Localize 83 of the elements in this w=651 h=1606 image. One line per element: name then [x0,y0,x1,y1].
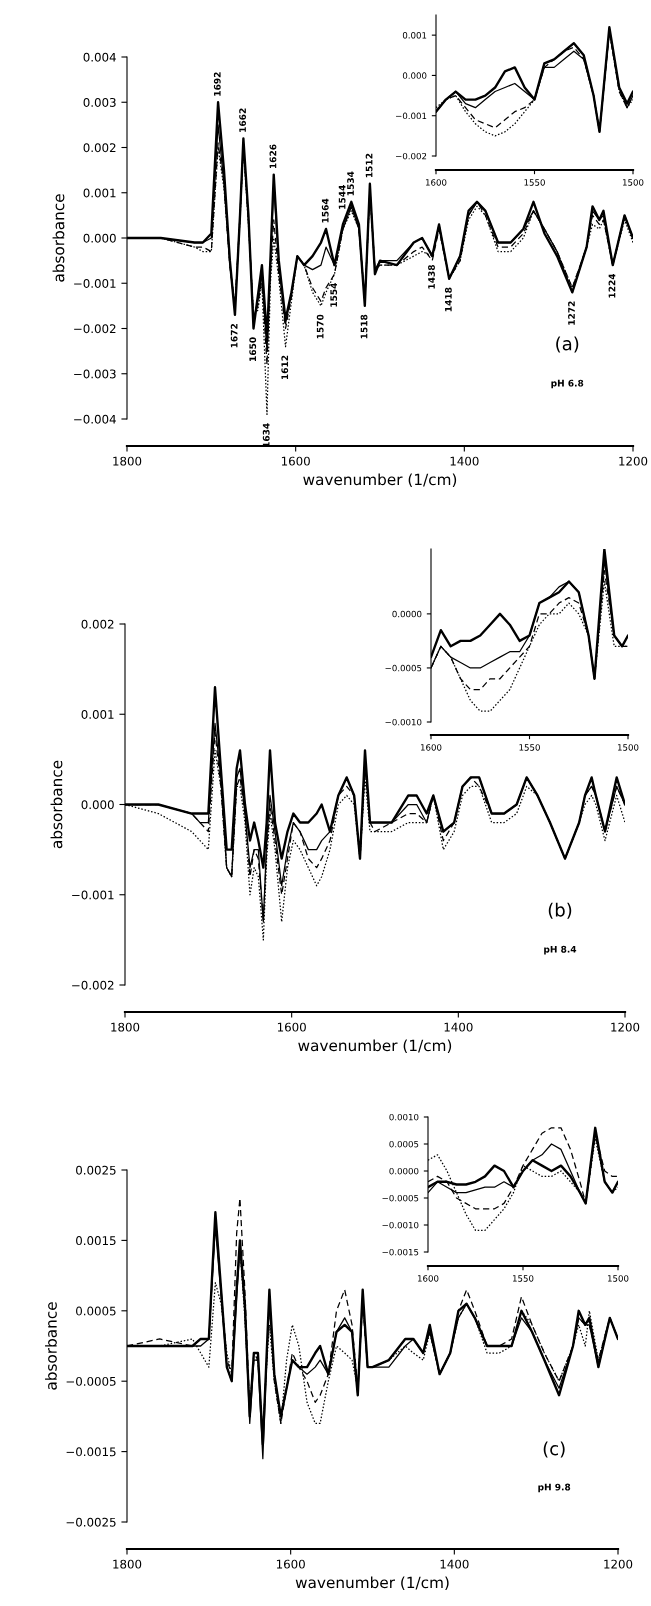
x-tick-label: 1800 [113,456,142,466]
y-tick-label: 0.0005 [389,1140,419,1148]
annotation: 1272 [568,301,575,325]
x-axis-title: wavenumber (1/cm) [303,473,457,488]
annotation: 1438 [428,264,435,289]
x-tick-label: 1500 [607,1275,629,1282]
annotation: pH 9.8 [538,1483,571,1493]
y-tick-label: −0.0005 [66,1376,116,1386]
x-tick-label: 1200 [611,1022,640,1032]
y-tick-label: 0.004 [83,52,116,62]
y-tick-label: 0.0015 [76,1236,116,1246]
x-tick-label: 1600 [277,1022,306,1032]
x-axis-title: wavenumber (1/cm) [298,1039,452,1054]
y-tick-label: 0.0010 [389,1113,419,1121]
y-tick-label: 0.0000 [389,1167,419,1175]
annotation: 1612 [281,355,289,380]
annotation: 1224 [608,273,616,298]
x-tick-label: 1550 [519,744,540,751]
y-tick-label: 0.001 [81,709,114,719]
annotation: 1418 [444,287,452,312]
y-tick-label: −0.001 [74,278,116,288]
annotation: 1512 [365,153,373,178]
y-axis-title: absorbance [45,1302,57,1390]
x-tick-label: 1600 [281,456,310,466]
y-tick-label: −0.001 [396,112,427,120]
annotation: 1662 [239,108,246,132]
annotation: 1544 [338,185,346,209]
annotation: 1692 [213,72,221,96]
annotation: 1650 [249,337,257,361]
y-tick-label: 0.001 [83,188,116,198]
annotation: 1518 [360,314,368,339]
y-tick-label: −0.004 [74,414,116,424]
x-tick-label: 1200 [619,456,648,466]
x-tick-label: 1800 [113,1559,142,1569]
x-tick-label: 1600 [425,179,447,186]
y-tick-label: −0.003 [74,369,116,379]
x-tick-label: 1200 [604,1559,633,1569]
annotation: (a) [556,336,579,353]
x-tick-label: 1400 [450,456,479,466]
y-tick-label: 0.002 [81,619,114,629]
y-tick-label: −0.0025 [66,1517,116,1527]
annotation: pH 8.4 [544,945,577,955]
y-tick-label: 0.001 [402,32,427,39]
annotation: 1554 [330,282,338,307]
y-tick-label: 0.0000 [392,610,422,618]
x-tick-label: 1600 [420,744,442,751]
y-tick-label: −0.0010 [382,1221,419,1229]
y-tick-label: 0.0005 [76,1306,116,1316]
annotation: (b) [548,902,572,919]
y-tick-label: 0.000 [81,800,114,810]
y-tick-label: −0.0010 [385,718,422,726]
x-tick-label: 1600 [417,1275,439,1282]
annotation: 1672 [230,324,238,348]
x-tick-label: 1400 [444,1022,473,1032]
y-axis-title: absorbance [50,760,63,849]
y-tick-label: −0.0015 [382,1248,419,1256]
y-tick-label: 0.000 [402,72,427,79]
x-tick-label: 1500 [617,744,639,751]
x-tick-label: 1600 [276,1559,305,1569]
y-tick-label: 0.003 [83,97,116,107]
x-tick-label: 1500 [622,179,644,186]
y-tick-label: −0.0015 [66,1447,116,1457]
x-tick-label: 1800 [111,1022,140,1032]
annotation: (c) [543,1441,565,1458]
y-tick-label: −0.0005 [382,1194,419,1202]
annotation: 1626 [269,144,277,169]
x-tick-label: 1400 [440,1559,469,1569]
y-tick-label: 0.0025 [76,1165,116,1175]
annotation: pH 6.8 [551,379,584,389]
y-tick-label: 0.002 [83,143,116,153]
y-tick-label: −0.002 [74,324,116,334]
y-tick-label: −0.001 [72,890,114,900]
y-tick-label: −0.002 [72,980,114,990]
y-tick-label: 0.000 [83,233,116,243]
x-tick-label: 1550 [512,1275,534,1282]
x-tick-label: 1550 [524,179,545,186]
y-tick-label: −0.002 [396,152,427,160]
y-axis-title: absorbance [52,194,65,282]
annotation: 1564 [321,198,329,223]
annotation: 1534 [347,171,354,196]
x-axis-title: wavenumber (1/cm) [295,1576,449,1591]
annotation: 1570 [316,314,324,339]
y-tick-label: −0.0005 [385,664,422,672]
